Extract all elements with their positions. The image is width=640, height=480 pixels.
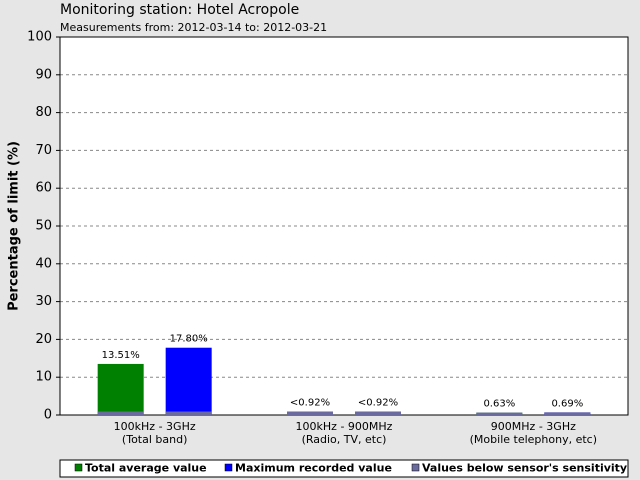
y-tick-label: 70 (35, 143, 52, 158)
chart-subtitle: Measurements from: 2012-03-14 to: 2012-0… (60, 21, 327, 34)
sensitivity-bar (165, 411, 212, 415)
value-label: 17.80% (170, 334, 208, 345)
y-tick-label: 80 (35, 105, 52, 120)
legend-box (59, 459, 629, 478)
value-label: 0.69% (551, 398, 583, 409)
y-tick-label: 60 (35, 181, 52, 196)
bar (165, 347, 212, 415)
y-tick-label: 40 (35, 256, 52, 271)
legend-swatch (74, 463, 83, 472)
value-label: 13.51% (102, 350, 140, 361)
value-label: 0.63% (483, 399, 515, 410)
sensitivity-bar (476, 412, 523, 415)
y-tick-label: 50 (35, 219, 52, 234)
x-tick-label: 100kHz - 900MHz (Radio, TV, etc) (295, 420, 393, 446)
y-tick-label: 20 (35, 332, 52, 347)
sensitivity-bar (544, 412, 591, 415)
plot-border (59, 36, 629, 416)
y-tick-label: 90 (35, 67, 52, 82)
value-label: <0.92% (358, 398, 398, 409)
legend-label: Values below sensor's sensitivity (422, 462, 627, 475)
bar (97, 363, 144, 415)
legend-label: Total average value (85, 462, 207, 475)
legend-label: Maximum recorded value (235, 462, 392, 475)
y-tick-label: 100 (27, 30, 52, 45)
legend-swatch (411, 463, 420, 472)
y-tick-label: 0 (44, 408, 52, 423)
x-tick-label: 900MHz - 3GHz (Mobile telephony, etc) (469, 420, 597, 446)
y-tick-label: 10 (35, 370, 52, 385)
x-tick-label: 100kHz - 3GHz (Total band) (113, 420, 196, 446)
y-tick-label: 30 (35, 294, 52, 309)
y-axis-label: Percentage of limit (%) (7, 141, 22, 311)
sensitivity-bar (287, 411, 333, 415)
sensitivity-bar (97, 411, 144, 415)
legend-swatch (224, 463, 233, 472)
sensitivity-bar (355, 411, 401, 415)
value-label: <0.92% (290, 398, 330, 409)
chart-title: Monitoring station: Hotel Acropole (60, 2, 299, 18)
